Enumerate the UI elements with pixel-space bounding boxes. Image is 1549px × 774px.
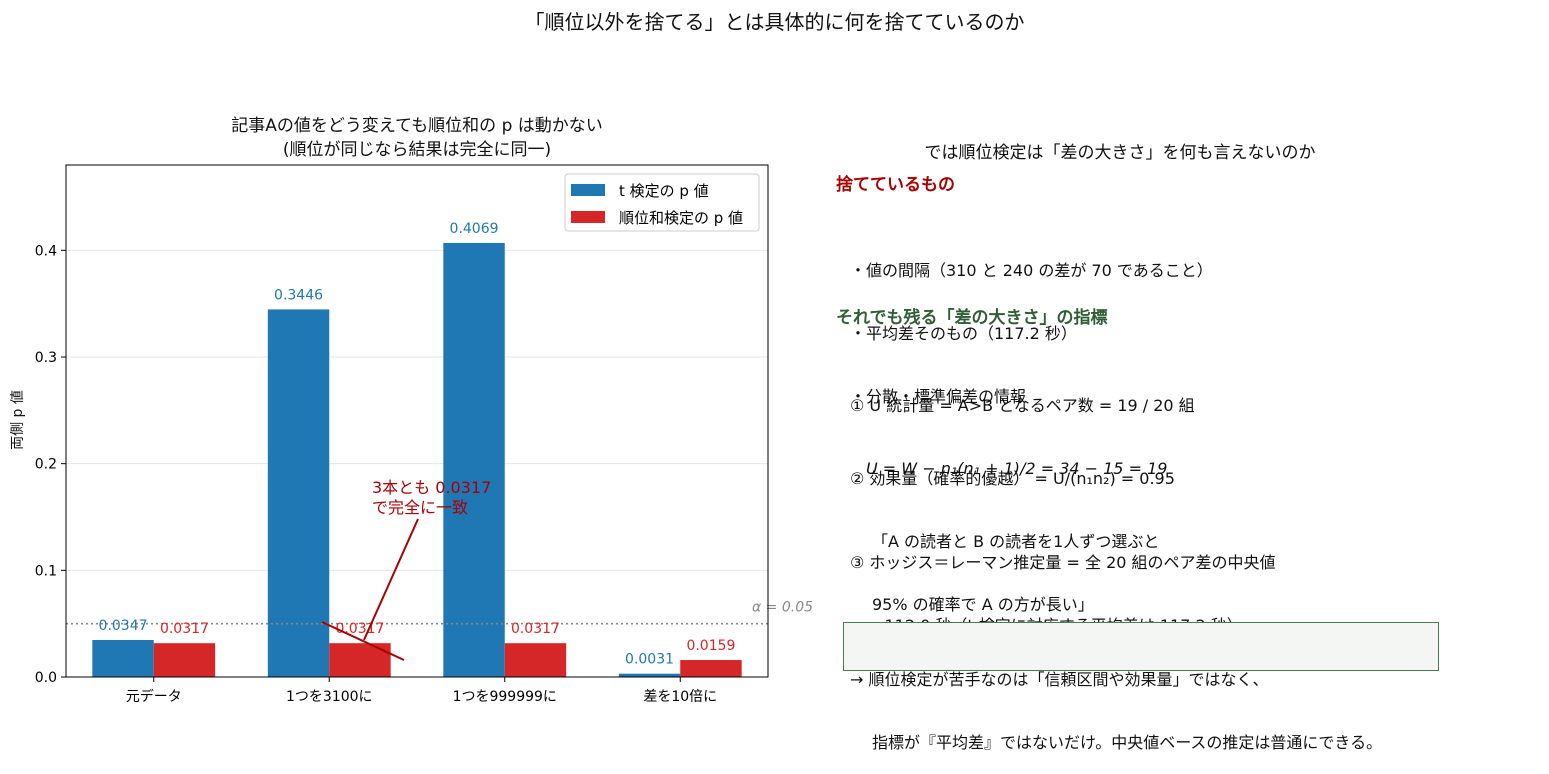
x-tick-label: 1つを999999に <box>453 689 557 705</box>
data-label: 0.0347 <box>99 618 148 634</box>
bar <box>443 242 505 677</box>
data-label: 0.0159 <box>686 638 735 654</box>
discard-heading: 捨てているもの <box>836 175 955 195</box>
effect-size-line: ② 効果量（確率的優越） = U/(n₁n₂) = 0.95 <box>850 469 1175 488</box>
y-tick-label: 0.3 <box>35 350 57 366</box>
remain-heading: それでも残る「差の大きさ」の指標 <box>836 308 1108 328</box>
plot-frame <box>65 164 769 678</box>
x-tick-label: 1つを3100に <box>286 689 373 705</box>
y-axis-label: 両側 p 値 <box>10 390 26 450</box>
bar <box>92 639 154 677</box>
data-label: 0.0317 <box>511 621 560 637</box>
legend-swatch <box>571 211 605 223</box>
y-tick-label: 0.0 <box>35 670 57 686</box>
figure-title: 「順位以外を捨てる」とは具体的に何を捨てているのか <box>524 10 1025 34</box>
annotation-arrow <box>363 518 419 641</box>
threshold-label: α = 0.05 <box>752 600 813 616</box>
legend-swatch <box>571 184 605 196</box>
discard-item: ・平均差そのもの（117.2 秒） <box>850 324 1077 343</box>
note-line-1: → 順位検定が苦手なのは「信頼区間や効果量」ではなく、 <box>850 670 1269 689</box>
effect-size-item: ② 効果量（確率的優越） = U/(n₁n₂) = 0.95 「A の読者と B… <box>850 426 1175 636</box>
discard-list: ・値の間隔（310 と 240 の差が 70 であること） ・平均差そのもの（1… <box>850 218 1213 428</box>
discard-item: ・値の間隔（310 と 240 の差が 70 であること） <box>850 261 1213 280</box>
x-tick-label: 元データ <box>126 688 182 705</box>
bar <box>680 660 742 677</box>
y-tick-label: 0.2 <box>35 457 57 473</box>
u-formula-line: U = W − n₁(n₁ + 1)/2 = 34 − 15 = 19 <box>866 459 1168 478</box>
right-panel-title: では順位検定は「差の大きさ」を何も言えないのか <box>924 143 1316 163</box>
legend-label: 順位和検定の p 値 <box>619 209 743 227</box>
x-tick-label: 差を10倍に <box>643 689 717 705</box>
note-line-2: 指標が『平均差』ではないだけ。中央値ベースの推定は普通にできる。 <box>872 733 1383 752</box>
bar <box>329 643 391 677</box>
bar <box>153 643 216 677</box>
data-label: 0.4069 <box>450 221 499 237</box>
discard-item: ・分散・標準偏差の情報 <box>850 387 1027 406</box>
u-statistic-item: ① U 統計量 = A>B となるペア数 = 19 / 20 組 U = W −… <box>850 353 1195 500</box>
bar <box>504 643 567 677</box>
data-label: 0.0031 <box>625 652 674 668</box>
bar <box>267 309 330 677</box>
hodges-lehmann-line: ③ ホッジス＝レーマン推定量 = 全 20 組のペア差の中央値 <box>850 553 1276 572</box>
legend-label: t 検定の p 値 <box>619 182 709 200</box>
legend-box <box>564 173 760 232</box>
y-tick-label: 0.1 <box>35 563 57 579</box>
y-tick-label: 0.4 <box>35 243 57 259</box>
data-label: 0.3446 <box>274 287 323 303</box>
bar-chart: α = 0.05 0.0347 0.3446 0.4069 0.0031 0.0317 0.… <box>35 164 813 705</box>
annotation-line-1: 3本とも 0.0317 <box>372 478 491 497</box>
effect-size-quote-1: 「A の読者と B の読者を1人ずつ選ぶと <box>872 532 1160 551</box>
annotation-line-2: で完全に一致 <box>372 498 468 517</box>
conclusion-note: → 順位検定が苦手なのは「信頼区間や効果量」ではなく、 指標が『平均差』ではない… <box>843 622 1439 752</box>
u-statistic-line: ① U 統計量 = A>B となるペア数 = 19 / 20 組 <box>850 396 1195 415</box>
data-label: 0.0317 <box>160 621 209 637</box>
data-label: 0.0317 <box>335 621 384 637</box>
chart-title-line-1: 記事Aの値をどう変えても順位和の p は動かない <box>231 116 603 136</box>
annotation-arrow <box>321 621 405 661</box>
chart-title: 記事Aの値をどう変えても順位和の p は動かない (順位が同じなら結果は完全に同… <box>66 114 768 162</box>
bar <box>618 673 681 677</box>
effect-size-quote-2: 95% の確率で A の方が長い」 <box>872 595 1094 614</box>
chart-title-line-2: (順位が同じなら結果は完全に同一) <box>282 140 552 160</box>
